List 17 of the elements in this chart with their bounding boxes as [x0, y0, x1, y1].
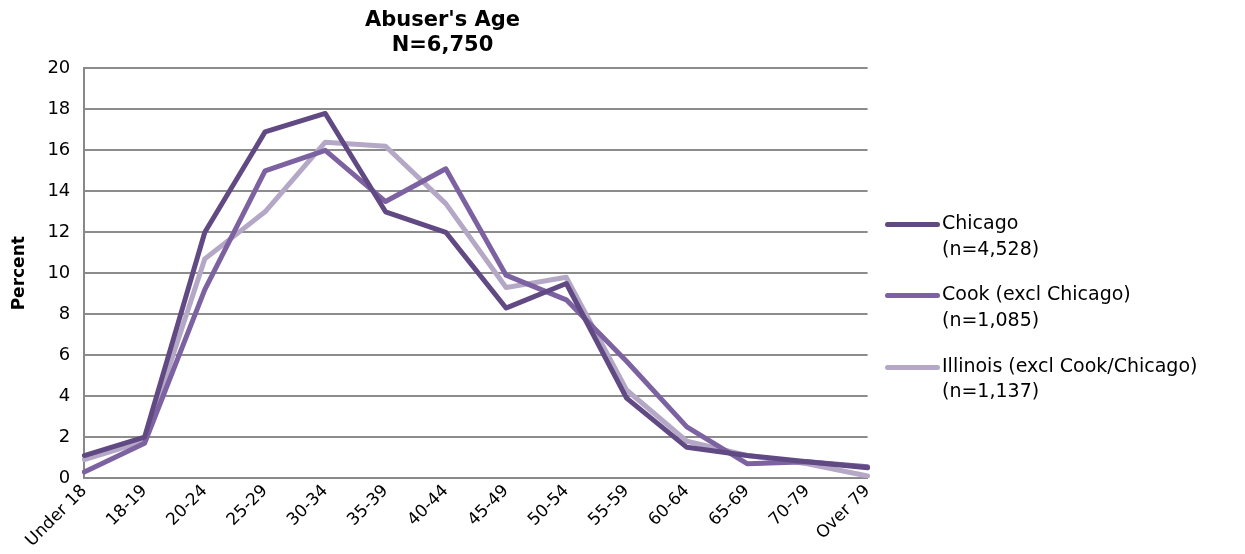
- chart-subtitle: N=6,750: [391, 32, 494, 57]
- y-tick-label: 4: [58, 383, 71, 405]
- y-tick-label: 18: [47, 97, 71, 119]
- legend-label: Cook (excl Chicago) (n=1,085): [942, 281, 1131, 332]
- legend-label: Chicago (n=4,528): [942, 210, 1040, 261]
- y-tick-label: 6: [58, 342, 71, 364]
- legend-label: Illinois (excl Cook/Chicago) (n=1,137): [942, 352, 1198, 404]
- y-tick-label: 2: [58, 424, 71, 446]
- y-tick-label: 10: [47, 260, 71, 282]
- y-tick-label: 8: [58, 301, 71, 323]
- y-tick-label: 20: [47, 56, 71, 78]
- y-axis-title: Percent: [7, 236, 28, 311]
- y-tick-label: 14: [47, 178, 71, 200]
- y-tick-label: 0: [58, 465, 71, 487]
- y-tick-label: 16: [47, 138, 71, 160]
- chart-title: Abuser's Age: [364, 7, 521, 32]
- y-tick-label: 12: [47, 219, 71, 241]
